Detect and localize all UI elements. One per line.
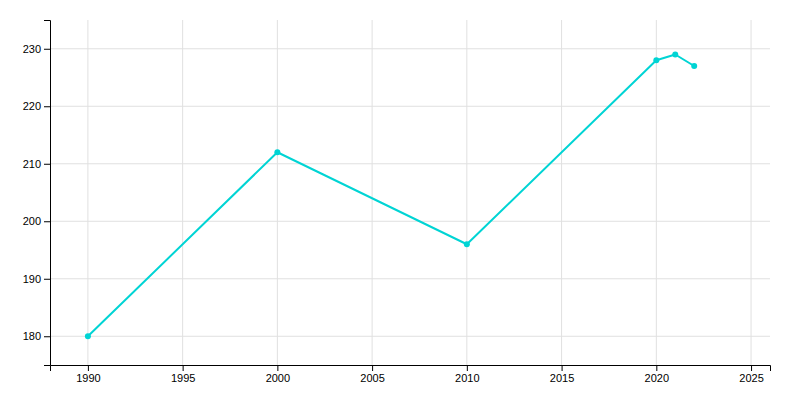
x-axis-tick: 2000 (266, 365, 290, 384)
x-axis-tick-label: 2010 (455, 372, 479, 384)
plot: 1990 1995 2000 2005 2010 2015 2020 2025 180 190 20… (23, 20, 771, 384)
x-axis-tick-label: 1995 (171, 372, 195, 384)
x-axis-tick: 2025 (739, 365, 763, 384)
x-axis-tick: 1990 (76, 365, 100, 384)
point (274, 149, 280, 155)
grid-line-x (372, 20, 373, 365)
x-axis-tick: 2015 (550, 365, 574, 384)
x-axis-tick-label: 2025 (739, 372, 763, 384)
x-axis-tick-mark (277, 365, 278, 371)
x-axis-tick: 2005 (360, 365, 384, 384)
x-axis-tick: 1995 (171, 365, 195, 384)
y-axis-tick-mark (44, 49, 50, 50)
grid-line-y (50, 278, 770, 279)
y-axis-tick-label: 210 (23, 158, 41, 170)
y-axis-tick-mark (44, 106, 50, 107)
grid-line-x (561, 20, 562, 365)
y-axis-line (44, 21, 51, 366)
x-axis-tick-mark (562, 365, 563, 371)
x-axis: 1990 1995 2000 2005 2010 2015 2020 2025 (51, 365, 771, 384)
grid-line-y (50, 336, 770, 337)
grid-line-x (466, 20, 467, 365)
y-axis: 180 190 200 210 220 230 (23, 21, 51, 366)
grid-line-x (87, 20, 88, 365)
y-axis-tick-label: 220 (23, 100, 41, 112)
grid-line-x (656, 20, 657, 365)
point (85, 333, 91, 339)
x-axis-tick-label: 2000 (266, 372, 290, 384)
x-axis-line (51, 366, 771, 372)
grid-line-x (751, 20, 752, 365)
x-axis-tick-mark (372, 365, 373, 371)
y-axis-tick-mark (44, 279, 50, 280)
x-axis-tick-label: 2015 (550, 372, 574, 384)
x-axis-tick-mark (656, 365, 657, 371)
y-axis-tick-mark (44, 221, 50, 222)
x-axis-tick: 2010 (455, 365, 479, 384)
x-axis-tick-mark (88, 365, 89, 371)
x-axis-tick-mark (183, 365, 184, 371)
grid-line-y (50, 163, 770, 164)
grid-line-x (277, 20, 278, 365)
y-axis-tick: 230 (23, 43, 50, 55)
x-axis-tick-label: 1990 (76, 372, 100, 384)
x-axis-tick: 2020 (645, 365, 669, 384)
grid (50, 20, 770, 365)
point (691, 63, 697, 69)
y-axis-tick-label: 190 (23, 273, 41, 285)
y-axis-tick: 190 (23, 273, 50, 285)
y-axis-tick: 210 (23, 158, 50, 170)
y-axis-tick-mark (44, 336, 50, 337)
y-axis-tick: 220 (23, 100, 50, 112)
point (672, 52, 678, 58)
grid-line-y (50, 106, 770, 107)
y-axis-tick: 200 (23, 215, 50, 227)
y-axis-tick-label: 230 (23, 43, 41, 55)
chart: 1990 1995 2000 2005 2010 2015 2020 2025 180 190 20… (0, 0, 800, 400)
line (88, 55, 694, 337)
x-axis-tick-mark (751, 365, 752, 371)
y-axis-tick-label: 200 (23, 215, 41, 227)
grid-line-y (50, 48, 770, 49)
grid-line-y (50, 221, 770, 222)
y-axis-tick: 180 (23, 330, 50, 342)
marks (85, 52, 697, 340)
point (464, 241, 470, 247)
y-axis-tick-mark (44, 164, 50, 165)
x-axis-tick-mark (467, 365, 468, 371)
y-axis-tick-label: 180 (23, 330, 41, 342)
point (653, 57, 659, 63)
x-axis-tick-label: 2020 (645, 372, 669, 384)
x-axis-tick-label: 2005 (360, 372, 384, 384)
grid-line-x (182, 20, 183, 365)
